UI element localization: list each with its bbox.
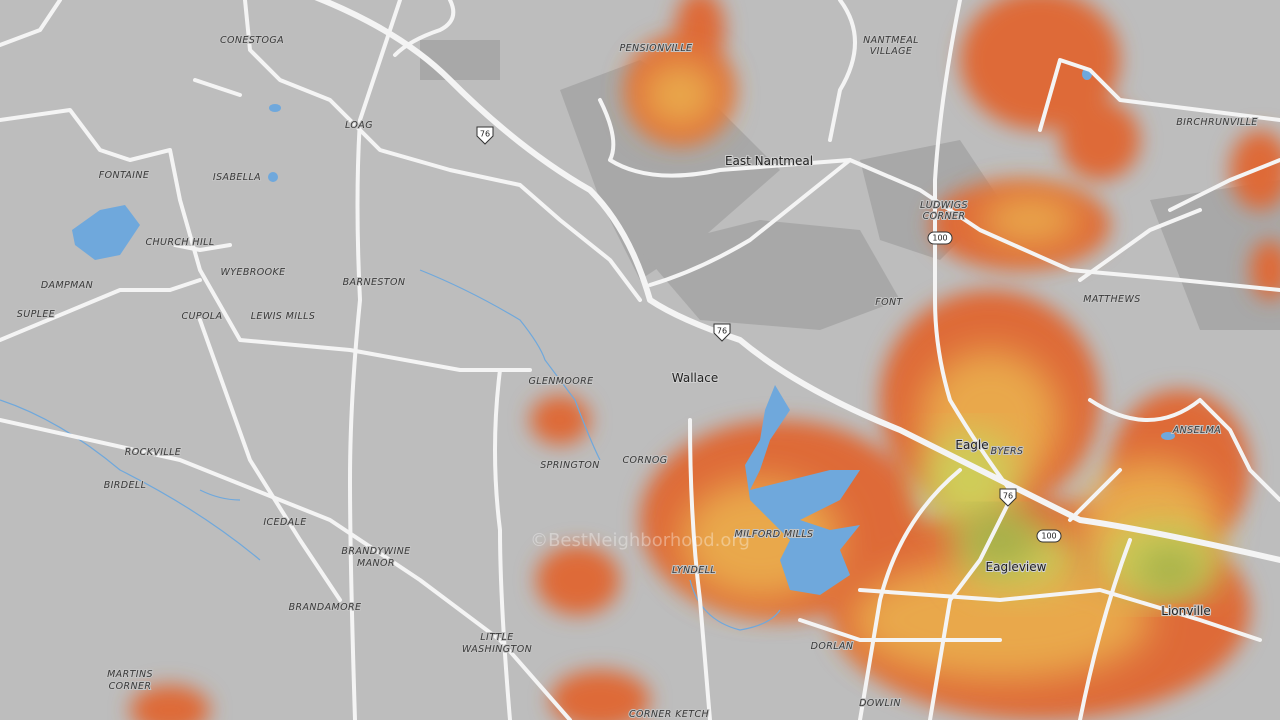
place-label: LUDWIGS CORNER <box>920 200 968 222</box>
place-label: MILFORD MILLS <box>735 529 814 540</box>
place-label-line: MARTINS <box>107 669 153 680</box>
place-label: DORLAN <box>811 641 854 652</box>
shield <box>1036 529 1062 543</box>
place-label: SUPLEE <box>17 309 55 320</box>
watermark: ©BestNeighborhood.org <box>530 530 750 551</box>
place-label: East Nantmeal <box>725 154 813 168</box>
place-label: Wallace <box>672 371 718 385</box>
place-label: LYNDELL <box>672 565 716 576</box>
place-label-line: WASHINGTON <box>462 644 532 655</box>
place-label: FONT <box>875 297 903 308</box>
place-label: BYERS <box>991 446 1024 457</box>
place-label: LEWIS MILLS <box>251 311 316 322</box>
place-label: BARNESTON <box>343 277 406 288</box>
shield <box>999 488 1017 507</box>
place-label: BIRDELL <box>104 480 147 491</box>
place-labels: CONESTOGA PENSIONVILLE NANTMEAL VILLAGE L… <box>16 34 1259 720</box>
place-label: WYEBROOKE <box>220 267 285 278</box>
place-label: BIRCHRUNVILLE <box>1176 117 1257 128</box>
place-label: ANSELMA <box>1172 425 1221 436</box>
place-label: ROCKVILLE <box>125 447 181 458</box>
shield-label: 100 <box>932 234 947 243</box>
shield-label: 100 <box>1041 532 1056 541</box>
place-label: DOWLIN <box>859 698 901 709</box>
shield-label: 76 <box>480 130 490 139</box>
shield <box>713 323 731 342</box>
place-label: CUPOLA <box>182 311 223 322</box>
shield <box>476 126 494 145</box>
place-label: LITTLE WASHINGTON <box>462 632 532 655</box>
streams <box>0 269 781 631</box>
route-shields: 76 76 100 76 100 <box>476 126 1062 543</box>
place-label: GLENMOORE <box>528 376 593 387</box>
place-label: CONESTOGA <box>220 35 284 46</box>
place-label: PENSIONVILLE <box>620 43 693 54</box>
place-label: MATTHEWS <box>1083 294 1140 305</box>
place-label: Eagleview <box>986 560 1047 574</box>
place-label: FONTAINE <box>99 170 150 181</box>
place-label: Eagle <box>955 438 988 452</box>
water <box>72 68 1175 595</box>
place-label: MARTINS CORNER <box>107 669 153 692</box>
place-label-line: CORNER <box>109 681 152 692</box>
place-label: DAMPMAN <box>41 280 93 291</box>
place-label: CORNER KETCH <box>629 709 709 720</box>
place-label: Lionville <box>1161 604 1210 618</box>
place-label: CORNOG <box>622 455 667 466</box>
place-label-line: VILLAGE <box>870 46 913 57</box>
place-label-line: LUDWIGS <box>920 200 968 211</box>
place-label: BRANDAMORE <box>289 602 362 613</box>
shield-label: 76 <box>1003 492 1013 501</box>
urban-areas <box>420 40 1280 330</box>
place-label-line: LITTLE <box>480 632 513 643</box>
place-label: NANTMEAL VILLAGE <box>863 35 919 57</box>
place-label-line: MANOR <box>357 558 395 569</box>
place-label: LOAG <box>345 120 373 131</box>
shield <box>927 231 953 245</box>
place-label-line: CORNER <box>923 211 966 222</box>
place-label-line: NANTMEAL <box>863 35 919 46</box>
place-label: SPRINGTON <box>540 460 600 471</box>
place-label: BRANDYWINE MANOR <box>341 546 410 569</box>
place-label: ICEDALE <box>263 517 306 528</box>
place-label-line: BRANDYWINE <box>341 546 410 557</box>
place-label: CHURCH HILL <box>145 237 214 248</box>
shield-label: 76 <box>717 327 727 336</box>
place-label: ISABELLA <box>213 172 261 183</box>
